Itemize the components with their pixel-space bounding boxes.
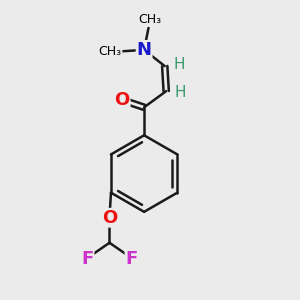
- Text: F: F: [81, 250, 94, 268]
- Text: N: N: [136, 41, 152, 59]
- Text: F: F: [125, 250, 138, 268]
- Text: CH₃: CH₃: [99, 45, 122, 58]
- Text: H: H: [175, 85, 186, 100]
- Text: H: H: [173, 57, 184, 72]
- Text: O: O: [102, 209, 117, 227]
- Text: O: O: [114, 91, 130, 109]
- Text: CH₃: CH₃: [138, 13, 162, 26]
